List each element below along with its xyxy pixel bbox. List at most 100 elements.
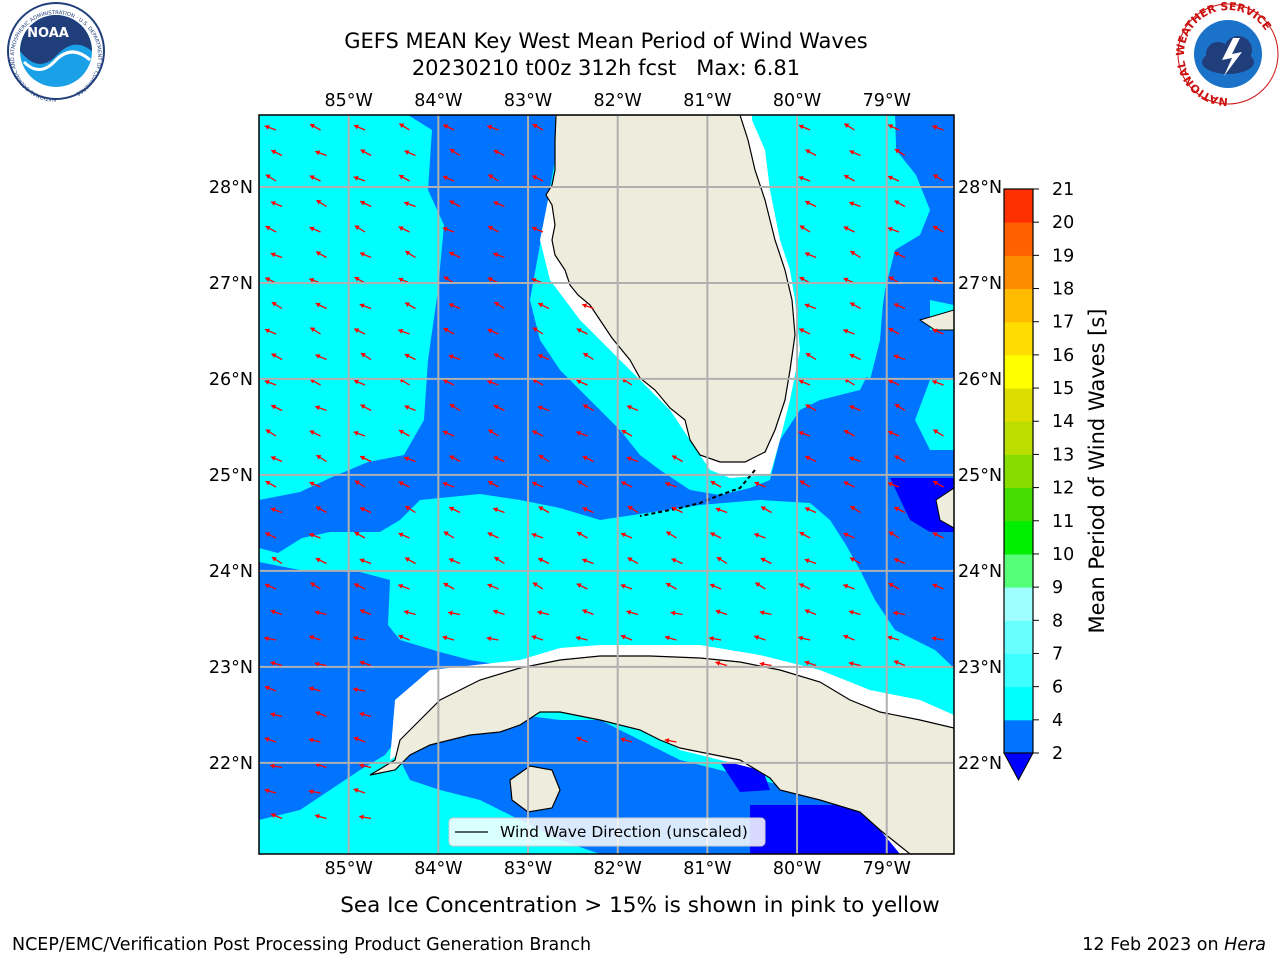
colorbar-swatch bbox=[1004, 620, 1033, 654]
lat-tick-label-right: 26°N bbox=[958, 370, 1002, 390]
wind-wave-arrow bbox=[531, 175, 544, 182]
wind-wave-arrow bbox=[264, 379, 277, 386]
wind-wave-arrow bbox=[443, 276, 455, 284]
wind-wave-arrow bbox=[849, 353, 861, 361]
wind-wave-arrow bbox=[843, 123, 855, 131]
colorbar-swatch bbox=[1004, 587, 1033, 621]
colorbar-swatch bbox=[1004, 288, 1033, 323]
wind-wave-arrow bbox=[576, 480, 588, 488]
wind-wave-arrow bbox=[271, 301, 283, 310]
lon-tick-label-top: 81°W bbox=[683, 91, 731, 111]
colorbar-swatch bbox=[1004, 454, 1033, 489]
wind-wave-arrow bbox=[620, 532, 633, 539]
wind-wave-arrow bbox=[709, 583, 722, 590]
wind-wave-arrow bbox=[487, 124, 499, 131]
wind-wave-arrow bbox=[893, 660, 906, 667]
wind-wave-arrow bbox=[442, 430, 455, 437]
wind-wave-arrow bbox=[359, 303, 372, 310]
wind-wave-arrow bbox=[709, 532, 722, 539]
wind-wave-arrow bbox=[665, 481, 677, 488]
wind-wave-arrow bbox=[442, 124, 455, 131]
wind-wave-arrow bbox=[620, 737, 633, 743]
wind-wave-arrow bbox=[932, 379, 944, 386]
wind-wave-arrow bbox=[843, 174, 855, 182]
lat-tick-label-left: 27°N bbox=[209, 274, 253, 294]
wind-wave-arrow bbox=[932, 124, 944, 131]
wind-wave-arrow bbox=[804, 609, 817, 616]
wind-wave-arrow bbox=[315, 199, 327, 208]
wind-wave-arrow bbox=[493, 201, 505, 208]
wind-wave-arrow bbox=[538, 506, 550, 514]
wind-wave-arrow bbox=[932, 328, 944, 335]
wind-wave-arrow bbox=[532, 123, 544, 131]
wind-wave-arrow bbox=[805, 352, 817, 361]
lat-tick-label-right: 28°N bbox=[958, 178, 1002, 198]
wind-wave-arrow bbox=[532, 582, 544, 590]
colorbar-tick-label: 4 bbox=[1052, 711, 1063, 731]
lon-tick-label-bottom: 84°W bbox=[414, 859, 462, 879]
wind-wave-arrow bbox=[805, 404, 817, 412]
wind-wave-arrow bbox=[715, 507, 728, 514]
lat-tick-label-left: 22°N bbox=[209, 754, 253, 774]
wind-wave-arrow bbox=[582, 558, 594, 565]
wind-wave-arrow bbox=[798, 328, 811, 335]
wind-wave-arrow bbox=[315, 251, 327, 259]
colorbar-swatch bbox=[1004, 222, 1033, 256]
wind-wave-arrow bbox=[582, 352, 594, 361]
wind-wave-arrow bbox=[893, 303, 906, 310]
colorbar-tick-label: 15 bbox=[1052, 379, 1074, 399]
wind-wave-arrow bbox=[531, 635, 544, 641]
colorbar-tick-label: 7 bbox=[1052, 644, 1063, 664]
wind-wave-arrow bbox=[754, 532, 766, 539]
colorbar-swatch bbox=[1004, 421, 1033, 455]
wind-wave-arrow bbox=[308, 789, 321, 795]
wind-wave-arrow bbox=[270, 712, 283, 718]
colorbar-swatch bbox=[1004, 553, 1033, 588]
wind-wave-arrow bbox=[271, 353, 283, 361]
colorbar-swatch bbox=[1004, 686, 1033, 721]
wind-wave-arrow bbox=[354, 531, 366, 539]
wind-wave-arrow bbox=[404, 201, 416, 208]
wind-wave-arrow bbox=[404, 353, 416, 361]
wind-wave-arrow bbox=[353, 430, 366, 437]
wind-wave-arrow bbox=[264, 737, 277, 743]
wind-wave-arrow bbox=[804, 200, 817, 208]
lon-tick-label-bottom: 80°W bbox=[773, 859, 821, 879]
wind-wave-arrow bbox=[448, 303, 461, 310]
wind-wave-arrow bbox=[353, 124, 366, 131]
colorbar-tick-label: 14 bbox=[1052, 412, 1074, 432]
lon-tick-label-top: 80°W bbox=[773, 91, 821, 111]
wind-wave-arrow bbox=[582, 609, 594, 616]
wind-wave-arrow bbox=[265, 429, 277, 437]
wind-wave-arrow bbox=[353, 379, 366, 386]
wind-wave-arrow bbox=[532, 327, 544, 335]
lat-tick-label-right: 24°N bbox=[958, 562, 1002, 582]
lon-tick-label-bottom: 83°W bbox=[504, 859, 552, 879]
wind-wave-arrow bbox=[270, 456, 283, 463]
wind-wave-arrow bbox=[265, 480, 277, 488]
lat-tick-label-right: 27°N bbox=[958, 274, 1002, 294]
wind-wave-arrow bbox=[887, 430, 900, 437]
wind-wave-arrow bbox=[486, 636, 499, 642]
wind-wave-arrow bbox=[309, 378, 321, 386]
lon-tick-label-top: 83°W bbox=[504, 91, 552, 111]
wind-wave-arrow bbox=[265, 174, 277, 182]
wind-wave-arrow bbox=[893, 251, 906, 259]
wind-wave-arrow bbox=[271, 556, 283, 565]
wind-wave-arrow bbox=[359, 609, 372, 616]
wind-wave-arrow bbox=[798, 379, 811, 386]
wind-wave-arrow bbox=[575, 635, 588, 641]
wind-wave-arrow bbox=[398, 123, 410, 131]
wind-wave-arrow bbox=[894, 403, 906, 412]
chart-title: GEFS MEAN Key West Mean Period of Wind W… bbox=[344, 29, 867, 53]
wind-wave-arrow bbox=[849, 302, 861, 310]
wind-wave-arrow bbox=[264, 788, 277, 794]
wind-wave-arrow bbox=[798, 430, 811, 437]
lon-tick-label-bottom: 81°W bbox=[683, 859, 731, 879]
florida-keys bbox=[639, 469, 756, 517]
lat-tick-label-left: 25°N bbox=[209, 466, 253, 486]
wind-wave-arrow bbox=[270, 660, 283, 667]
colorbar-swatch bbox=[1004, 255, 1033, 290]
wind-wave-arrow bbox=[538, 454, 550, 463]
wind-wave-arrow bbox=[442, 379, 455, 386]
